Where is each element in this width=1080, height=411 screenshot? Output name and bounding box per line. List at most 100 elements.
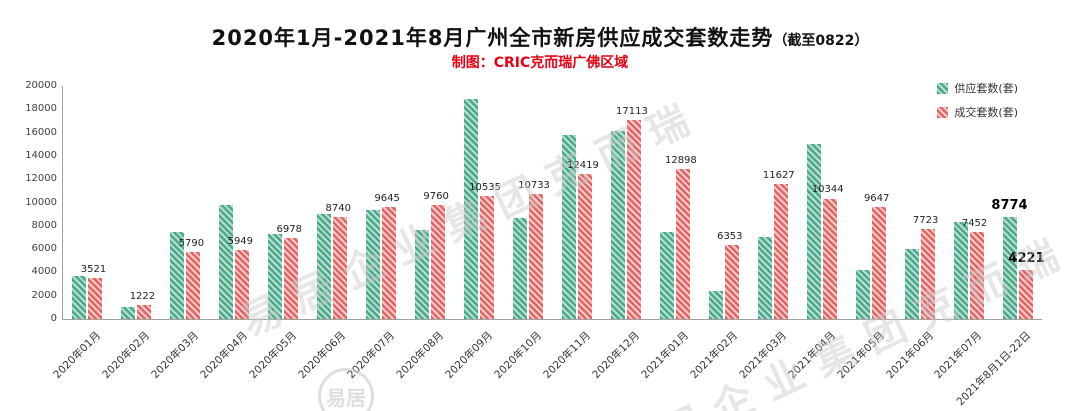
x-axis-label: 2021年01月 <box>639 329 691 382</box>
y-axis-tick-label: 8000 <box>31 219 57 231</box>
y-axis-tick-label: 16000 <box>25 126 57 138</box>
bar-value-label: 8774 <box>991 197 1028 213</box>
x-axis-label: 2020年03月 <box>149 329 202 382</box>
bar-value-label: 10344 <box>811 184 844 196</box>
x-axis-label: 2021年06月 <box>883 329 936 382</box>
bar-value-label: 4221 <box>1008 250 1045 266</box>
supply-bar <box>561 134 576 319</box>
legend-item-supply: 供应套数(套) <box>937 80 1018 96</box>
bar-value-label: 9645 <box>374 192 400 204</box>
x-axis-label: 2021年05月 <box>834 329 887 382</box>
supply-legend-label: 供应套数(套) <box>954 82 1018 95</box>
chart-subtitle: 制图：CRIC克而瑞广佛区域 <box>451 55 629 71</box>
x-axis-label: 2020年07月 <box>345 329 398 382</box>
chart-legend: 供应套数(套) 成交套数(套) <box>937 80 1018 120</box>
transaction-bar <box>577 174 592 319</box>
bar-value-label: 8740 <box>325 203 351 215</box>
x-axis-label: 2020年11月 <box>541 329 593 382</box>
chart-title-note: （截至0822） <box>773 33 869 49</box>
y-axis-tick-label: 2000 <box>31 289 57 301</box>
x-axis-label: 2020年05月 <box>247 329 300 382</box>
bar-value-label: 7452 <box>961 218 988 230</box>
bar-value-label: 10535 <box>469 182 501 194</box>
transaction-bar <box>88 277 103 319</box>
bar-value-label: 7723 <box>912 215 939 227</box>
x-axis-label: 2020年04月 <box>198 329 251 382</box>
transaction-bar <box>186 251 201 319</box>
x-axis-label: 2021年02月 <box>688 329 740 382</box>
x-axis-label: 2020年10月 <box>492 329 544 382</box>
supply-bar <box>610 131 625 319</box>
transaction-bar <box>137 304 152 319</box>
bar-value-label: 9760 <box>423 191 449 203</box>
y-axis-tick-label: 10000 <box>25 196 57 208</box>
supply-bar <box>170 231 185 319</box>
supply-bar <box>1002 216 1017 319</box>
transaction-bar <box>626 119 641 319</box>
transaction-bar <box>871 206 886 319</box>
transaction-bar <box>1018 269 1033 319</box>
supply-bar <box>72 276 87 319</box>
x-axis-label: 2020年12月 <box>590 329 642 382</box>
x-axis-label: 2021年04月 <box>785 329 838 382</box>
bar-value-label: 12898 <box>664 154 697 166</box>
chart-title: 2020年1月-2021年8月广州全市新房供应成交套数走势 <box>211 26 774 50</box>
yiju-logo-watermark: 易居 <box>318 368 374 411</box>
transaction-legend-swatch <box>937 106 949 118</box>
supply-bar <box>121 307 136 319</box>
supply-bar <box>268 233 283 319</box>
transaction-bar <box>431 205 446 319</box>
supply-bar <box>366 209 381 319</box>
supply-bar <box>904 249 919 319</box>
chart-title-row: 2020年1月-2021年8月广州全市新房供应成交套数走势（截至0822） <box>0 22 1080 52</box>
bar-value-label: 11627 <box>762 169 795 181</box>
transaction-bar <box>773 183 788 319</box>
x-axis-label: 2021年03月 <box>736 329 789 382</box>
bar-value-label: 1222 <box>129 290 156 302</box>
x-axis-label: 2020年02月 <box>100 329 153 382</box>
transaction-bar <box>382 206 397 319</box>
x-axis-label: 2020年01月 <box>51 329 104 382</box>
bar-value-label: 6978 <box>276 223 302 235</box>
bar-value-label: 6353 <box>717 230 743 242</box>
supply-bar <box>464 98 479 319</box>
bar-value-label: 5790 <box>178 237 205 249</box>
supply-legend-swatch <box>937 82 949 94</box>
transaction-bar <box>969 232 984 319</box>
bar-value-label: 10733 <box>518 179 550 191</box>
bar-value-label: 12419 <box>567 160 599 172</box>
supply-bar <box>757 237 772 319</box>
transaction-bar <box>724 245 739 319</box>
x-axis-label: 2020年08月 <box>394 329 447 382</box>
transaction-bar <box>920 229 935 319</box>
bar-value-label: 17113 <box>616 105 648 117</box>
supply-bar <box>953 222 968 319</box>
y-axis-tick-label: 6000 <box>31 243 57 255</box>
supply-bar <box>219 204 234 319</box>
plot-area: 0 2000 4000 6000 8000 10000 12000 14000 16000 180… <box>25 80 1045 408</box>
y-axis-tick-label: 12000 <box>25 173 57 185</box>
supply-bar <box>415 230 430 319</box>
transaction-legend-label: 成交套数(套) <box>954 106 1018 119</box>
supply-bar <box>708 291 723 319</box>
transaction-bar <box>529 193 544 319</box>
bar-value-label: 5949 <box>227 235 254 247</box>
supply-bar <box>855 270 870 319</box>
transaction-bar <box>333 217 348 319</box>
x-axis-label: 2020年06月 <box>296 329 349 382</box>
transaction-bar <box>235 249 250 319</box>
supply-bar <box>317 214 332 319</box>
y-axis-tick-label: 4000 <box>31 266 57 278</box>
y-axis-tick-label: 20000 <box>25 80 57 91</box>
y-axis-tick-label: 18000 <box>25 103 57 115</box>
transaction-bar <box>480 196 495 319</box>
transaction-bar <box>284 237 299 319</box>
x-axis-label: 2020年09月 <box>443 329 495 382</box>
transaction-bar <box>675 168 690 319</box>
transaction-bar <box>822 198 837 319</box>
legend-item-transaction: 成交套数(套) <box>937 104 1018 120</box>
y-axis-tick-label: 0 <box>50 313 57 324</box>
y-axis-tick-label: 14000 <box>25 149 57 161</box>
supply-bar <box>806 144 821 319</box>
